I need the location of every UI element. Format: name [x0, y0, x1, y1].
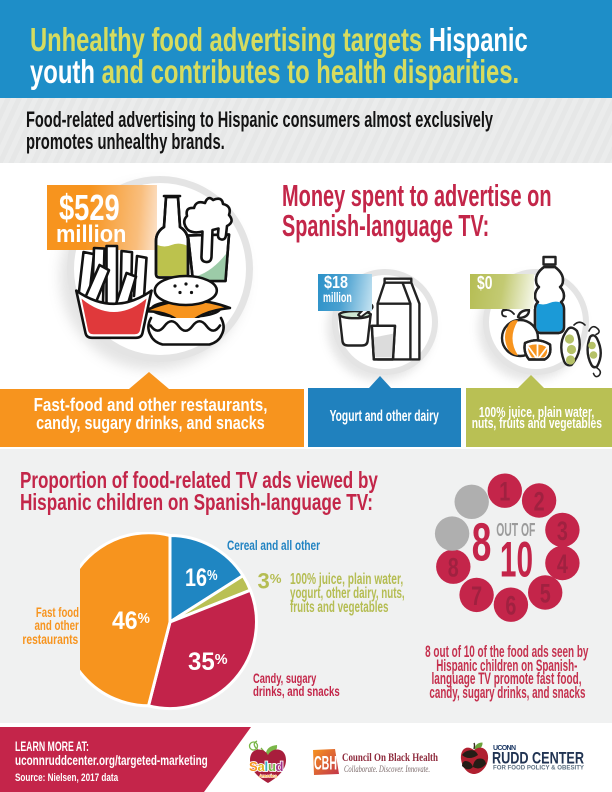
svg-text:S: S [249, 759, 258, 774]
svg-text:4: 4 [557, 549, 568, 579]
svg-text:10: 10 [500, 532, 533, 588]
svg-text:CBH: CBH [314, 754, 337, 775]
svg-text:RUDD CENTER: RUDD CENTER [492, 749, 584, 768]
svg-text:6: 6 [505, 591, 516, 621]
svg-text:UCONN: UCONN [493, 745, 516, 752]
svg-text:Collaborate. Discover. Innovat: Collaborate. Discover. Innovate. [344, 765, 430, 775]
svg-text:America: America [259, 774, 277, 779]
svg-text:8: 8 [472, 513, 492, 573]
svg-text:OUT OF: OUT OF [496, 519, 535, 540]
svg-text:d: d [276, 759, 284, 774]
svg-text:3: 3 [557, 516, 568, 546]
svg-text:u: u [268, 759, 276, 774]
svg-text:7: 7 [471, 581, 482, 611]
svg-text:5: 5 [540, 578, 551, 608]
svg-text:l: l [265, 759, 269, 774]
svg-text:8: 8 [448, 553, 459, 583]
svg-text:2: 2 [534, 486, 545, 516]
svg-text:FOR FOOD POLICY & OBESITY: FOR FOOD POLICY & OBESITY [493, 765, 584, 772]
svg-text:Council On Black Health: Council On Black Health [342, 752, 438, 764]
svg-text:1: 1 [499, 477, 510, 507]
svg-text:a: a [258, 759, 266, 774]
